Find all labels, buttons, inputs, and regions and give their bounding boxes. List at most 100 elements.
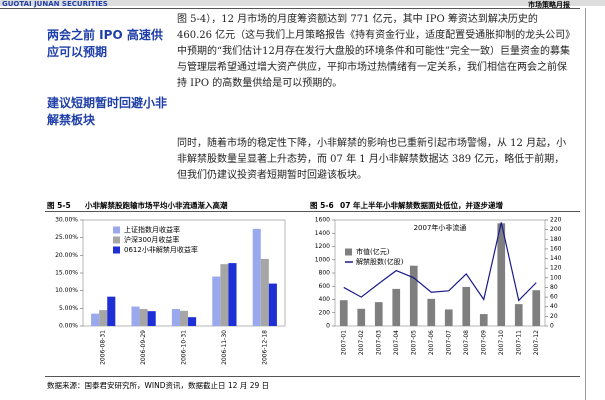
bar [131,306,140,326]
header-band [0,0,605,6]
legend-swatch [345,248,352,256]
bar [462,286,471,326]
bar [139,309,148,326]
y-tick-label: 1600 [315,217,330,224]
x-tick-label: 2007-02 [358,330,365,355]
legend-label: 解禁股数(亿股) [356,257,404,266]
bar [479,314,488,326]
y-tick-label: 1000 [315,256,330,263]
y-tick-label: 10.00% [55,287,78,294]
bar [179,310,189,326]
y-tick-label: 20.00% [55,252,78,259]
y-tick-label: 25.00% [55,234,78,241]
x-tick-label: 2007-11 [515,330,522,355]
report-name: 市场策略月报 [528,1,570,9]
bar [212,276,221,326]
y-tick-label: 5.00% [59,305,78,312]
bar [409,265,418,326]
figure-number: 图 5-6 [310,201,334,210]
bar [107,296,116,326]
x-tick-label: 2007-03 [375,330,382,355]
legend-label: 市值(亿元) [356,247,390,256]
logo: GUOTAI JUNAN SECURITIES [2,0,108,8]
bar [532,290,541,326]
x-tick-label: 2007-10 [498,330,505,355]
figure-number: 图 5-5 [47,201,71,210]
section-heading: 两会之前 IPO 高速供应可以预期 [47,28,163,59]
bar [171,309,180,326]
bar [252,228,261,326]
bar [514,304,523,326]
x-tick-label: 2006-10-31 [181,330,188,365]
x-tick-label: 2006-08-31 [100,330,107,365]
plot-frame [334,219,546,327]
y2-tick-label: 100 [550,274,562,281]
caption-rule [45,211,580,212]
bar [427,298,436,326]
y-tick-label: 400 [319,296,331,303]
bar [268,283,277,326]
legend-label: 上证指数月收益率 [124,225,180,234]
x-tick-label: 2006-11-30 [221,330,228,365]
bar [99,310,108,326]
y2-tick-label: 120 [550,265,562,272]
y-tick-label: 0 [326,323,330,330]
y2-tick-label: 0 [550,323,554,330]
x-tick-label: 2007-09 [480,330,487,355]
y-tick-label: 800 [319,270,331,277]
legend-swatch [113,226,120,234]
header-rule [0,8,580,9]
x-tick-label: 2006-12-18 [261,330,268,365]
y-tick-label: 1200 [315,243,330,250]
y-tick-label: 15.00% [55,270,78,277]
bar [260,258,269,326]
bar [188,317,197,326]
bar [497,223,506,326]
figure-caption: 07 年上半年小非解禁数据面处低位，并逐步递增 [340,201,504,210]
side-rule [585,8,586,400]
y2-tick-label: 200 [550,226,562,233]
x-tick-label: 2006-09-29 [140,330,147,365]
y2-tick-label: 60 [550,294,558,301]
y-tick-label: 0.00% [59,323,78,330]
x-tick-label: 2007-06 [428,330,435,355]
y2-tick-label: 80 [550,284,558,291]
x-tick-label: 2007-01 [340,330,347,355]
chart: 0.00% 5.00% 10.00% 15.00% 20.00% 25.00% 30.00%… [55,217,286,365]
x-tick-label: 2007-08 [463,330,470,355]
section-heading: 建议短期暂时回避小非解禁板块 [47,96,168,127]
bar [147,311,156,326]
paragraph: 图 5-4），12 月市场的月度筹资额达到 771 亿元，其中 IPO 筹资达到… [177,14,571,89]
y2-tick-label: 140 [550,255,562,262]
source-note: 数据来源：国泰君安研究所，WIND资讯，数据截止日 12 月 29 日 [47,381,270,390]
y-tick-label: 200 [319,309,331,316]
y2-tick-label: 220 [550,217,562,224]
y2-tick-label: 160 [550,245,562,252]
x-tick-label: 2007-05 [410,330,417,355]
legend-label: 沪深300月收益率 [124,235,179,244]
x-tick-label: 2007-07 [445,330,452,355]
bar [374,302,383,326]
y2-tick-label: 40 [550,303,558,310]
y2-tick-label: 20 [550,313,558,320]
bar [392,288,401,326]
legend-swatch [113,236,120,244]
chart-title: 2007年小非流通 [414,223,467,232]
y-tick-label: 600 [319,283,331,290]
bar [228,263,237,326]
bar [220,264,229,326]
y2-tick-label: 180 [550,236,562,243]
bar [91,313,100,326]
source-rule [45,376,580,377]
y-tick-label: 1400 [315,230,330,237]
x-tick-label: 2007-12 [533,330,540,355]
y-tick-label: 30.00% [55,217,78,224]
bar [339,300,348,326]
chart: 0 200 400 600 800 1000 1200 1400 1600 0 20 40 60 80 10… [315,217,562,356]
line [343,222,537,302]
legend-label: 0612小非解禁月收益率 [124,245,198,254]
paragraph: 同时，随着市场的稳定性下降，小非解禁的影响也已重新引起市场警惕，从 12 月起，… [177,138,567,181]
x-tick-label: 2007-04 [393,330,400,355]
bar [444,309,453,326]
